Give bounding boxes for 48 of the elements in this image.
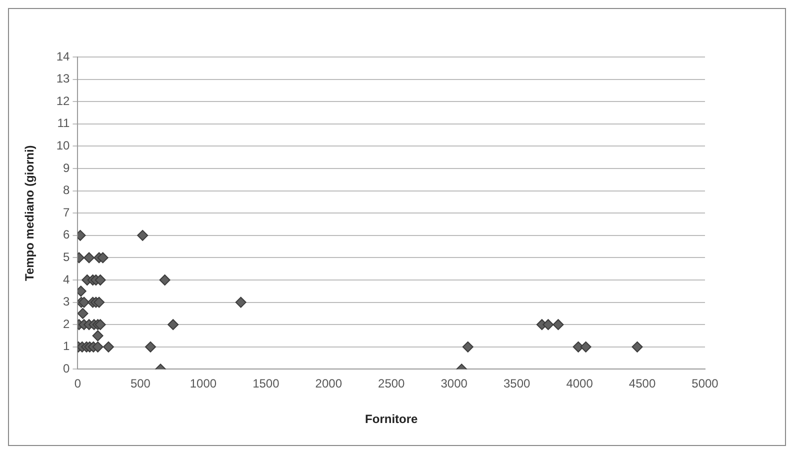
y-tick-label: 6 <box>63 228 70 242</box>
y-tick-label: 2 <box>63 316 70 331</box>
point <box>145 341 156 352</box>
y-tick-label: 4 <box>63 272 70 286</box>
x-tick-label: 2500 <box>378 376 406 391</box>
x-tick-label: 0 <box>74 376 82 391</box>
y-tick-label: 11 <box>57 116 70 130</box>
y-tick-label: 1 <box>63 339 70 354</box>
x-tick-label: 5000 <box>692 376 719 391</box>
x-tick-label: 4000 <box>566 376 594 391</box>
point <box>159 274 170 286</box>
x-axis-title: Fornitore <box>365 412 418 426</box>
point <box>94 319 106 330</box>
y-axis-title: Tempo mediano (giorni) <box>22 145 37 281</box>
y-tick-label: 7 <box>63 205 70 220</box>
x-tick-label: 4500 <box>628 376 656 391</box>
point <box>552 319 564 330</box>
point <box>542 319 554 330</box>
y-tick-label: 13 <box>56 72 70 86</box>
point <box>462 341 474 352</box>
point <box>97 252 108 264</box>
point <box>102 341 114 352</box>
point <box>94 274 106 286</box>
x-tick-label: 500 <box>130 376 151 391</box>
y-tick-label: 10 <box>56 138 70 153</box>
y-tick-label: 12 <box>56 94 70 108</box>
y-tick-label: 5 <box>63 250 70 264</box>
point <box>78 308 88 319</box>
y-tick-label: 0 <box>63 362 70 376</box>
y-tick-label: 14 <box>56 49 70 64</box>
y-tick-label: 3 <box>63 294 70 309</box>
x-tick-label: 2000 <box>315 376 342 391</box>
x-tick-label: 3000 <box>440 376 468 391</box>
x-tick-label: 1500 <box>252 376 280 391</box>
x-tick-label: 3500 <box>503 376 530 391</box>
point <box>92 330 104 342</box>
point <box>94 296 105 308</box>
point <box>235 296 246 308</box>
point <box>84 252 95 264</box>
x-tick-label: 1000 <box>190 376 217 391</box>
point <box>580 341 592 352</box>
y-tick-label: 8 <box>63 183 70 198</box>
point <box>632 341 643 352</box>
point <box>137 230 148 241</box>
point <box>92 341 104 352</box>
point <box>78 296 90 308</box>
point <box>168 319 179 330</box>
y-tick-label: 9 <box>63 160 70 175</box>
